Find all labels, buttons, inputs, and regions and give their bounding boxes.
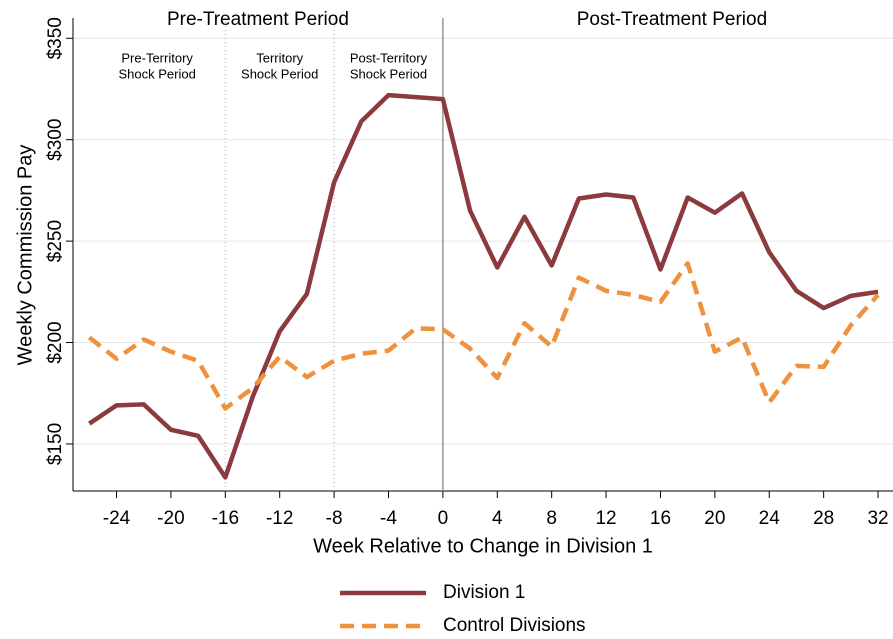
period-label: Pre-Treatment Period [167, 9, 349, 30]
sub-period-label: Shock Period [118, 66, 195, 81]
x-tick-label: 12 [595, 508, 616, 529]
legend-label: Control Divisions [443, 615, 586, 636]
x-tick-label: 24 [759, 508, 781, 529]
y-tick-label: $350 [45, 17, 66, 59]
x-tick-label: -16 [212, 508, 239, 529]
x-tick-label: 8 [546, 508, 557, 529]
x-tick-label: 28 [813, 508, 834, 529]
x-tick-label: 32 [867, 508, 888, 529]
x-tick-label: -20 [157, 508, 184, 529]
y-axis-title: Weekly Commission Pay [14, 145, 36, 366]
x-tick-label: 20 [704, 508, 725, 529]
x-tick-label: 16 [650, 508, 671, 529]
x-tick-label: 4 [492, 508, 503, 529]
sub-period-label: Shock Period [350, 66, 427, 81]
x-tick-label: -12 [266, 508, 293, 529]
x-axis-title: Week Relative to Change in Division 1 [313, 535, 653, 557]
sub-period-label: Post-Territory [350, 50, 428, 65]
series-line [87, 261, 880, 411]
series-line [88, 92, 879, 480]
period-label: Post-Treatment Period [577, 9, 767, 30]
legend-label: Division 1 [443, 582, 525, 603]
sub-period-label: Territory [256, 50, 303, 65]
x-tick-label: -24 [103, 508, 131, 529]
y-tick-label: $250 [45, 220, 66, 262]
y-tick-label: $150 [45, 423, 66, 465]
sub-period-label: Shock Period [241, 66, 318, 81]
sub-period-label: Pre-Territory [121, 50, 193, 65]
x-tick-label: -8 [326, 508, 343, 529]
x-tick-label: 0 [438, 508, 449, 529]
y-tick-label: $200 [45, 321, 66, 363]
y-tick-label: $300 [45, 119, 66, 161]
x-tick-label: -4 [380, 508, 397, 529]
